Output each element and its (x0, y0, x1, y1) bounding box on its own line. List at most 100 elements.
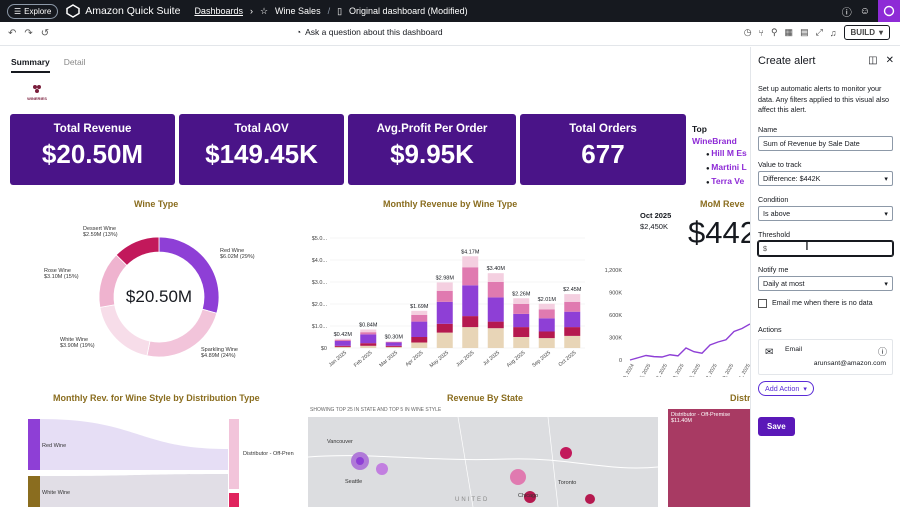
bar-segment[interactable] (538, 309, 555, 319)
bar-segment[interactable] (513, 298, 530, 304)
bar-segment[interactable] (411, 321, 428, 337)
bar-segment[interactable] (334, 346, 351, 348)
wine-type-donut-chart[interactable] (94, 232, 224, 362)
schedule-icon[interactable]: ◷ (743, 27, 752, 37)
save-button[interactable]: Save (758, 417, 795, 436)
condition-select[interactable]: Is above ▾ (758, 206, 893, 221)
bar-segment[interactable] (487, 328, 504, 348)
bar-segment[interactable] (462, 267, 479, 286)
bar-segment[interactable] (360, 334, 377, 344)
bookmark-icon[interactable]: ▯ (337, 5, 343, 16)
build-button[interactable]: BUILD ▾ (843, 25, 890, 40)
bar-segment[interactable] (513, 304, 530, 314)
redo-icon[interactable]: ↷ (24, 28, 33, 39)
value-to-track-select[interactable]: Difference: $442K ▾ (758, 171, 893, 186)
quick-assistant-button[interactable] (878, 0, 900, 22)
bar-segment[interactable] (538, 303, 555, 310)
branch-icon[interactable]: ⑂ (758, 27, 764, 38)
bar-segment[interactable] (360, 332, 377, 335)
bar-segment[interactable] (385, 345, 402, 347)
bar-segment[interactable] (564, 294, 581, 302)
mom-revenue-line-chart[interactable]: 0 300K 600K 900K 1,200K Dec 29, 2024Jan 5, 20… (596, 212, 750, 377)
bar-segment[interactable] (436, 290, 453, 302)
kpi-total-orders[interactable]: Total Orders 677 (520, 114, 686, 185)
close-icon[interactable]: ✕ (885, 55, 894, 66)
bar-segment[interactable] (360, 329, 377, 333)
bar-segment[interactable] (334, 339, 351, 341)
name-input[interactable]: Sum of Revenue by Sale Date (758, 136, 893, 151)
bar-segment[interactable] (462, 285, 479, 317)
undo-icon[interactable]: ↶ (8, 28, 17, 39)
bar-segment[interactable] (564, 327, 581, 336)
bar-segment[interactable] (538, 338, 555, 348)
bar-segment[interactable] (436, 332, 453, 348)
bar-segment[interactable] (385, 346, 402, 348)
bar-segment[interactable] (487, 282, 504, 298)
bar-segment[interactable] (487, 273, 504, 282)
bar-segment[interactable] (385, 342, 402, 346)
expand-icon[interactable]: ⤢ (815, 27, 823, 37)
alert-bell-icon[interactable]: ♫ (829, 27, 837, 38)
bar-segment[interactable] (334, 345, 351, 347)
email-no-data-option[interactable]: Email me when there is no data (758, 298, 887, 308)
tab-detail[interactable]: Detail (63, 57, 86, 67)
help-icon[interactable]: ⓘ (841, 7, 852, 19)
bar-segment[interactable] (436, 282, 453, 291)
list-item[interactable]: Terra Ve (706, 175, 750, 189)
revenue-by-state-map[interactable] (308, 417, 658, 507)
bar-segment[interactable] (411, 310, 428, 315)
list-item[interactable]: Martini L (706, 161, 750, 175)
layout-icon[interactable]: ▤ (800, 27, 809, 37)
bar-segment[interactable] (334, 338, 351, 340)
bar-segment[interactable] (385, 341, 402, 343)
bar-segment[interactable] (513, 327, 530, 337)
dock-panel-icon[interactable]: ◫ (868, 55, 878, 66)
mom-line[interactable] (629, 323, 750, 361)
add-action-button[interactable]: Add Action ▾ (758, 381, 814, 396)
distribution-treemap-tile[interactable]: Distributor - Off-Premise $11.40M (668, 409, 750, 507)
app-logo[interactable]: Amazon Quick Suite (66, 4, 180, 18)
explore-button[interactable]: ☰ Explore (7, 3, 59, 19)
bar-segment[interactable] (411, 315, 428, 322)
donut-slice[interactable] (115, 236, 160, 267)
breadcrumb-dashboards[interactable]: Dashboards (194, 6, 243, 16)
style-distribution-sankey-chart[interactable] (28, 419, 298, 507)
bar-segment[interactable] (538, 318, 555, 332)
star-icon[interactable]: ☆ (259, 5, 269, 16)
tab-summary[interactable]: Summary (11, 57, 50, 73)
reset-icon[interactable]: ↺ (40, 28, 50, 39)
bar-segment[interactable] (411, 337, 428, 343)
email-no-data-checkbox[interactable] (758, 299, 767, 308)
bar-segment[interactable] (411, 342, 428, 349)
monthly-revenue-bar-chart[interactable]: $0 $1.0... $2.0... $3.0... $4.0... $5.0... $0.… (300, 212, 590, 372)
bar-segment[interactable] (462, 256, 479, 268)
kpi-total-revenue[interactable]: Total Revenue $20.50M (10, 114, 175, 185)
donut-slice[interactable] (99, 304, 151, 357)
breadcrumb-wine-sales[interactable]: Wine Sales (275, 6, 321, 16)
bar-segment[interactable] (360, 345, 377, 348)
filter-icon[interactable]: ⚲ (770, 27, 778, 37)
list-item[interactable]: Hill M Es (706, 147, 750, 161)
bar-segment[interactable] (436, 323, 453, 333)
user-icon[interactable]: ☺ (859, 5, 870, 17)
ask-question-button[interactable]: ◔ Ask a question about this dashboard (296, 27, 443, 37)
grid-icon[interactable]: ▦ (784, 27, 794, 37)
threshold-input[interactable]: $ I (758, 237, 893, 256)
bar-segment[interactable] (487, 297, 504, 322)
bar-segment[interactable] (462, 316, 479, 328)
bar-segment[interactable] (564, 335, 581, 348)
kpi-avg-profit[interactable]: Avg.Profit Per Order $9.95K (348, 114, 516, 185)
bar-segment[interactable] (538, 331, 555, 339)
bar-segment[interactable] (513, 313, 530, 328)
bar-segment[interactable] (564, 311, 581, 328)
notify-select[interactable]: Daily at most ▾ (758, 276, 893, 291)
bar-segment[interactable] (487, 321, 504, 329)
kpi-total-aov[interactable]: Total AOV $149.45K (179, 114, 344, 185)
info-icon[interactable]: ⓘ (877, 347, 887, 357)
bar-segment[interactable] (436, 301, 453, 324)
bar-segment[interactable] (564, 301, 581, 312)
bar-segment[interactable] (513, 337, 530, 348)
bar-segment[interactable] (462, 327, 479, 348)
bar-segment[interactable] (360, 343, 377, 346)
bar-segment[interactable] (334, 340, 351, 346)
